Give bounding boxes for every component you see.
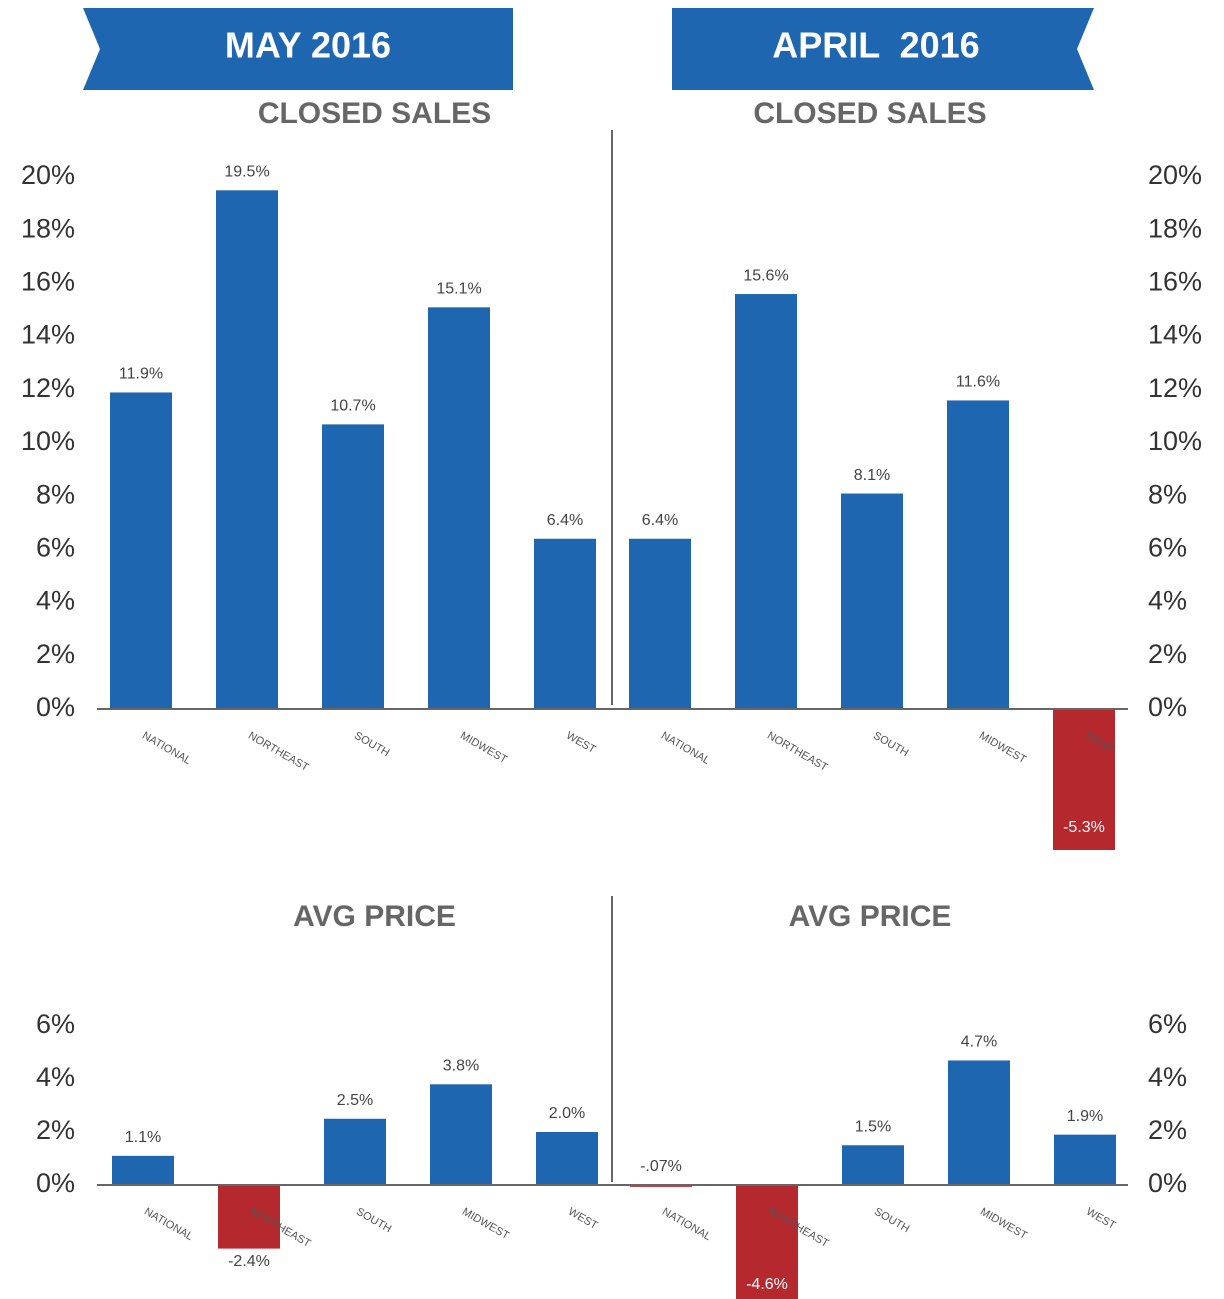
- y-tick-label: 8%: [36, 479, 75, 509]
- y-tick-label: 2%: [1148, 1115, 1187, 1145]
- y-tick-label: 0%: [36, 1168, 75, 1198]
- y-tick-label: 20%: [1148, 160, 1202, 190]
- data-label: 1.1%: [125, 1129, 161, 1146]
- data-label: 19.5%: [224, 164, 269, 181]
- data-label: -4.6%: [746, 1276, 788, 1293]
- y-tick-label: 4%: [36, 1062, 75, 1092]
- x-tick-label: SOUTH: [354, 1206, 393, 1236]
- bar: [218, 1185, 280, 1249]
- chart-title: AVG PRICE: [789, 900, 952, 933]
- bar: [1053, 709, 1115, 850]
- data-label: 8.1%: [854, 467, 890, 484]
- chart-title: CLOSED SALES: [753, 97, 986, 130]
- y-tick-label: 20%: [21, 160, 75, 190]
- y-tick-label: 4%: [1148, 1062, 1187, 1092]
- x-tick-label: SOUTH: [872, 1206, 911, 1236]
- y-tick-label: 12%: [1148, 373, 1202, 403]
- y-tick-label: 2%: [36, 1115, 75, 1145]
- y-tick-label: 2%: [1148, 639, 1187, 669]
- x-tick-label: SOUTH: [352, 730, 391, 760]
- x-tick-label: MIDWEST: [977, 730, 1028, 767]
- banner: [83, 8, 513, 90]
- y-tick-label: 6%: [1148, 533, 1187, 563]
- y-tick-label: 0%: [1148, 692, 1187, 722]
- x-tick-label: MIDWEST: [460, 1206, 511, 1243]
- data-label: 11.6%: [956, 374, 1000, 391]
- x-tick-label: NATIONAL: [142, 1206, 195, 1243]
- x-tick-label: NATIONAL: [140, 730, 193, 767]
- y-tick-label: 6%: [36, 1009, 75, 1039]
- x-tick-label: MIDWEST: [978, 1206, 1029, 1243]
- banner-text: APRIL 2016: [772, 25, 979, 66]
- x-tick-label: NATIONAL: [660, 1206, 713, 1243]
- y-tick-label: 10%: [21, 426, 75, 456]
- bar: [842, 1145, 904, 1185]
- y-tick-label: 18%: [21, 213, 75, 243]
- data-label: 15.1%: [436, 281, 481, 298]
- x-tick-label: MIDWEST: [458, 730, 509, 767]
- data-label: 2.0%: [549, 1105, 585, 1122]
- x-tick-label: WEST: [566, 1206, 600, 1232]
- data-label: 2.5%: [337, 1092, 373, 1109]
- bar: [1054, 1134, 1116, 1185]
- bar: [536, 1132, 598, 1185]
- data-label: 1.9%: [1067, 1108, 1103, 1125]
- bar: [110, 392, 172, 709]
- x-tick-label: WEST: [564, 730, 598, 756]
- y-tick-label: 6%: [36, 533, 75, 563]
- y-tick-label: 12%: [21, 373, 75, 403]
- y-tick-label: 0%: [36, 692, 75, 722]
- bar: [534, 538, 596, 709]
- bar: [428, 307, 490, 709]
- bar: [430, 1084, 492, 1185]
- y-tick-label: 2%: [36, 639, 75, 669]
- x-tick-label: NATIONAL: [659, 730, 712, 767]
- x-tick-label: NORTHEAST: [765, 730, 830, 774]
- data-label: 6.4%: [547, 512, 583, 529]
- data-label: 11.9%: [119, 366, 163, 383]
- x-tick-label: NORTHEAST: [246, 730, 311, 774]
- banner: [672, 8, 1094, 90]
- bar: [735, 294, 797, 709]
- chart-title: AVG PRICE: [293, 900, 456, 933]
- data-label: 10.7%: [330, 398, 375, 415]
- y-tick-label: 16%: [21, 267, 75, 297]
- y-tick-label: 4%: [36, 586, 75, 616]
- data-label: 3.8%: [443, 1058, 479, 1075]
- data-label: -.07%: [640, 1158, 682, 1175]
- data-label: 1.5%: [855, 1118, 891, 1135]
- y-tick-label: 8%: [1148, 479, 1187, 509]
- banner-text: MAY 2016: [225, 25, 391, 66]
- bar: [324, 1118, 386, 1185]
- data-label: -5.3%: [1063, 819, 1105, 836]
- bar: [948, 1060, 1010, 1185]
- y-tick-label: 0%: [1148, 1168, 1187, 1198]
- y-tick-label: 14%: [21, 320, 75, 350]
- y-tick-label: 18%: [1148, 213, 1202, 243]
- y-tick-label: 14%: [1148, 320, 1202, 350]
- bar: [216, 190, 278, 710]
- x-tick-label: WEST: [1084, 1206, 1118, 1232]
- y-tick-label: 10%: [1148, 426, 1202, 456]
- y-tick-label: 4%: [1148, 586, 1187, 616]
- bar: [841, 493, 903, 709]
- data-label: 4.7%: [961, 1034, 997, 1051]
- y-tick-label: 6%: [1148, 1009, 1187, 1039]
- data-label: 15.6%: [743, 267, 788, 284]
- x-tick-label: SOUTH: [871, 730, 910, 760]
- data-label: -2.4%: [228, 1253, 270, 1270]
- data-label: 6.4%: [642, 512, 678, 529]
- bar: [736, 1185, 798, 1299]
- bar: [112, 1155, 174, 1185]
- bar: [629, 538, 691, 709]
- bar: [322, 424, 384, 709]
- bar: [947, 400, 1009, 709]
- chart-title: CLOSED SALES: [258, 97, 491, 130]
- y-tick-label: 16%: [1148, 267, 1202, 297]
